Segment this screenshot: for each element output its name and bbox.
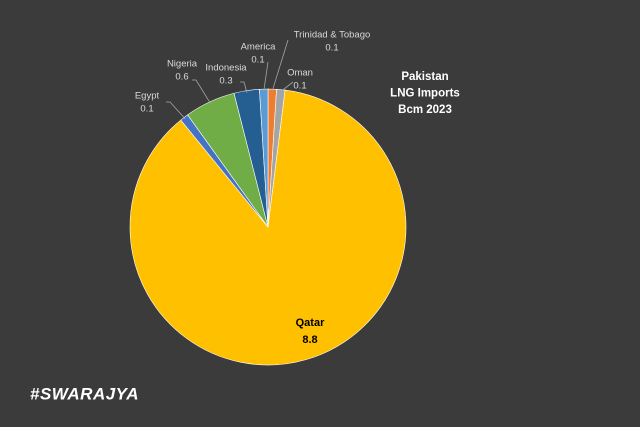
value-label: 0.6	[175, 72, 188, 83]
slice-label: Trinidad & Tobago	[294, 30, 371, 41]
value-label: 0.1	[251, 55, 264, 66]
chart-title: LNG Imports	[390, 88, 460, 100]
slice-label: Qatar	[296, 317, 325, 329]
value-label: 0.1	[325, 43, 338, 54]
slice-label: Oman	[287, 68, 313, 79]
chart-title: Bcm 2023	[398, 104, 452, 116]
slice-label: Egypt	[135, 91, 160, 102]
watermark: #SWARAJYA	[30, 384, 139, 403]
leader-line	[271, 39, 289, 92]
slice-label: Indonesia	[205, 63, 247, 74]
chart-title: Pakistan	[401, 71, 448, 83]
value-label: 0.1	[293, 81, 306, 92]
leader-line	[192, 79, 211, 104]
pie-slice	[129, 89, 407, 366]
leader-line	[280, 81, 294, 92]
value-label: 8.8	[302, 334, 317, 346]
slice-label: Nigeria	[167, 59, 198, 70]
slice-label: America	[241, 42, 277, 53]
value-label: 0.1	[140, 104, 153, 115]
leader-line	[240, 81, 248, 93]
leader-line	[263, 61, 269, 92]
value-label: 0.3	[219, 76, 232, 87]
leader-line	[166, 101, 186, 120]
